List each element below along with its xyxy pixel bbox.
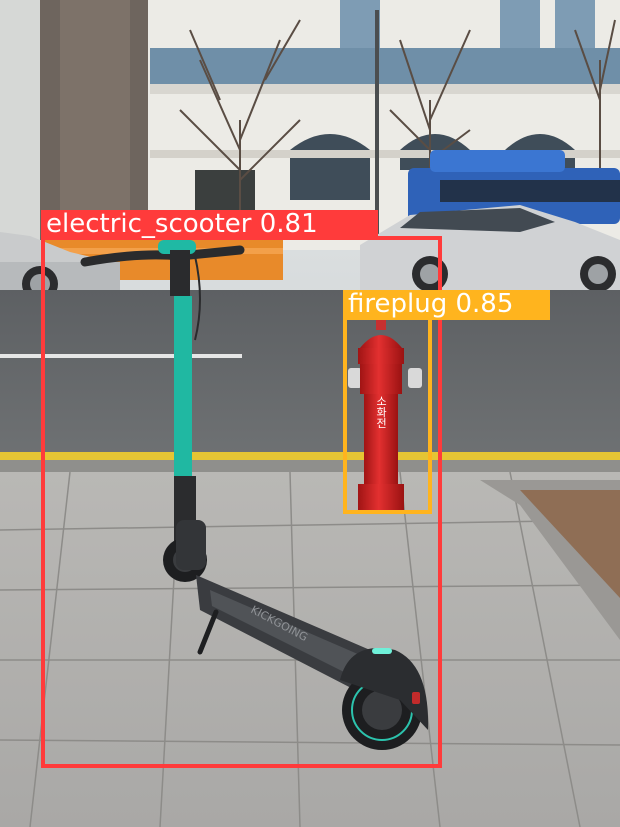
detection-class-name: fireplug xyxy=(348,290,448,319)
detection-box-fireplug xyxy=(343,316,432,514)
detection-class-name: electric_scooter xyxy=(46,210,252,239)
detection-confidence: 0.81 xyxy=(259,210,318,239)
detection-label-fireplug: fireplug 0.85 xyxy=(343,290,550,320)
hydrant-sign-text: 소화전 xyxy=(375,395,388,428)
detection-label-electric-scooter: electric_scooter 0.81 xyxy=(41,210,378,240)
detection-confidence: 0.85 xyxy=(455,290,514,319)
